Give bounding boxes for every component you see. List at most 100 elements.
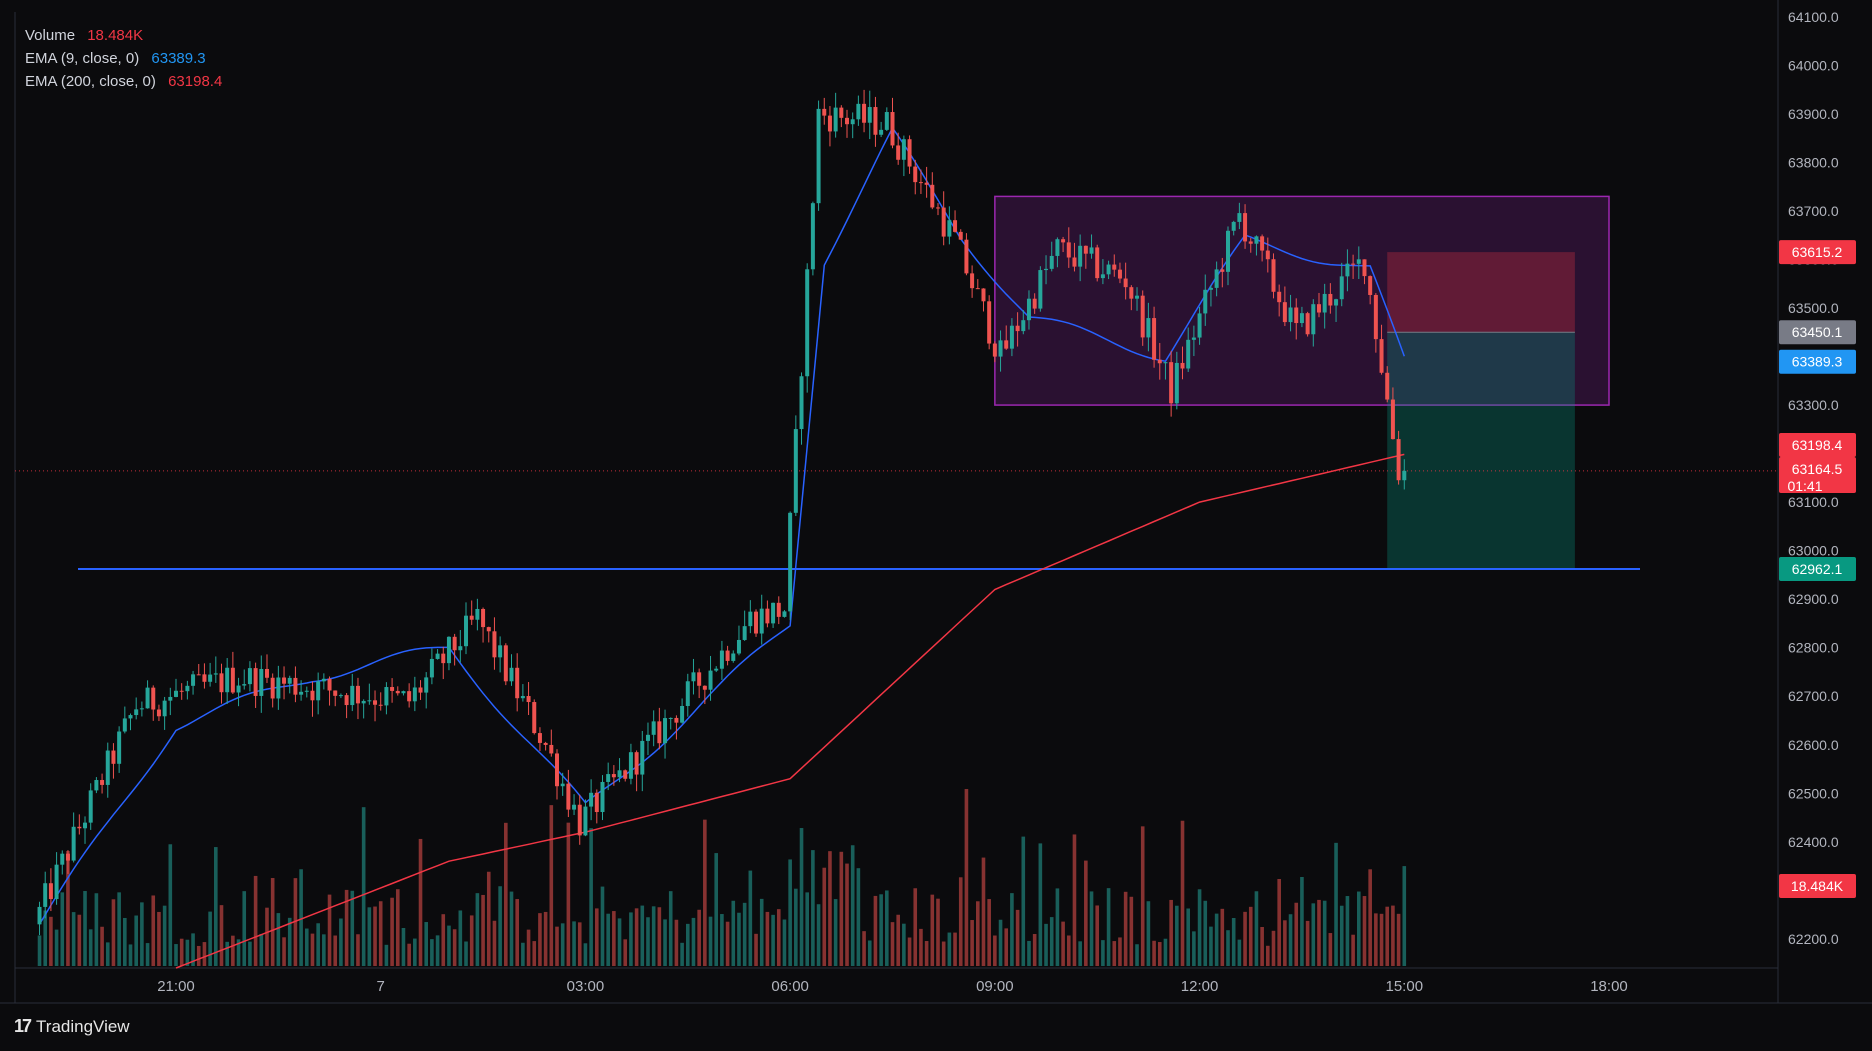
candle-body: [793, 429, 798, 513]
candle-body: [907, 139, 912, 167]
candle-body: [1180, 362, 1185, 369]
volume-bar: [327, 894, 332, 966]
volume-bar: [691, 917, 696, 966]
volume-bar: [930, 894, 935, 966]
candle-body: [1157, 359, 1162, 364]
candle-body: [1174, 362, 1179, 404]
legend-ema200-value: 63198.4: [168, 73, 223, 90]
price-badge: [1779, 874, 1856, 898]
legend-volume[interactable]: Volume 18.484K: [25, 24, 222, 47]
volume-bar: [816, 904, 821, 966]
candle-body: [845, 117, 850, 125]
volume-bar: [737, 912, 741, 966]
volume-bar: [1345, 896, 1350, 966]
volume-bar: [1271, 930, 1276, 966]
volume-bar: [117, 892, 121, 966]
candle-body: [509, 667, 514, 682]
volume-bar: [703, 819, 707, 966]
candle-body: [236, 685, 241, 693]
candle-body: [65, 853, 70, 861]
candle-body: [1226, 230, 1231, 272]
range-box[interactable]: [994, 195, 1610, 406]
candle-body: [1197, 313, 1202, 338]
volume-bar: [1322, 900, 1327, 966]
short-position-target-zone[interactable]: [1387, 332, 1575, 570]
volume-bar: [401, 927, 406, 966]
candle-body: [782, 611, 787, 617]
candle-body: [970, 273, 975, 289]
volume-bar: [441, 914, 446, 966]
volume-bar: [1231, 918, 1236, 966]
price-tick-label: 63000.0: [1788, 543, 1839, 559]
volume-bar: [822, 867, 827, 966]
candle-body: [736, 639, 741, 654]
price-tick-label: 63900.0: [1788, 106, 1839, 122]
volume-bar: [140, 902, 144, 966]
volume-bar: [1334, 842, 1338, 966]
volume-bar: [714, 853, 719, 966]
candle-body: [532, 702, 537, 734]
candle-body: [1271, 259, 1276, 292]
legend-ema200-label: EMA (200, close, 0): [25, 73, 156, 90]
candle-body: [122, 718, 127, 732]
price-badge: [1779, 349, 1856, 374]
candle-body: [321, 678, 326, 682]
candle-body: [230, 667, 235, 693]
candle-body: [663, 718, 668, 744]
price-badge: [1779, 457, 1856, 493]
price-badge-label: 63615.2: [1792, 244, 1843, 260]
candle-body: [577, 804, 582, 836]
candle-body: [1265, 250, 1270, 260]
volume-bar: [828, 851, 832, 966]
volume-bar: [1101, 940, 1105, 966]
volume-bar: [1021, 836, 1026, 966]
candle-body: [174, 690, 178, 697]
candle-body: [651, 721, 656, 735]
legend-ema200[interactable]: EMA (200, close, 0) 63198.4: [25, 70, 222, 93]
volume-bar: [1374, 913, 1378, 966]
legend-ema9[interactable]: EMA (9, close, 0) 63389.3: [25, 47, 222, 70]
volume-bar: [685, 923, 690, 966]
volume-bar: [236, 939, 241, 966]
legend-volume-label: Volume: [25, 27, 76, 44]
volume-bar: [378, 901, 383, 966]
candle-body: [1203, 289, 1208, 314]
candle-body: [958, 231, 963, 240]
candle-body: [1237, 213, 1242, 222]
volume-bar: [196, 945, 201, 966]
volume-bar: [390, 897, 394, 966]
volume-bar: [1066, 935, 1071, 966]
candle-body: [464, 615, 469, 647]
candle-body: [293, 677, 298, 695]
candle-body: [446, 636, 451, 664]
candle-body: [964, 239, 969, 274]
candle-body: [1117, 269, 1122, 279]
volume-bar: [657, 907, 662, 966]
volume-bar: [617, 918, 622, 966]
candle-body: [48, 883, 53, 900]
candle-body: [1032, 298, 1037, 309]
candle-body: [1214, 269, 1219, 288]
candle-body: [1373, 294, 1378, 340]
candle-body: [469, 615, 474, 620]
candle-body: [94, 780, 99, 791]
volume-bar: [560, 923, 565, 966]
volume-bar: [185, 939, 190, 966]
candle-body: [151, 687, 156, 710]
candle-body: [60, 853, 65, 865]
volume-bar: [1010, 893, 1014, 966]
candle-body: [282, 677, 287, 684]
candle-body: [890, 112, 895, 146]
volume-bar: [1305, 920, 1310, 966]
candle-body: [708, 670, 713, 690]
candle-body: [998, 340, 1003, 357]
tradingview-logo-icon: 17: [14, 1016, 32, 1036]
volume-bar: [1203, 900, 1208, 966]
tradingview-logo[interactable]: 17 TradingView: [14, 1016, 130, 1037]
short-position-stop-zone[interactable]: [1387, 252, 1575, 333]
price-tick-label: 62800.0: [1788, 640, 1839, 656]
volume-bar: [725, 921, 730, 966]
candle-body: [242, 684, 247, 686]
candle-body: [424, 677, 429, 693]
